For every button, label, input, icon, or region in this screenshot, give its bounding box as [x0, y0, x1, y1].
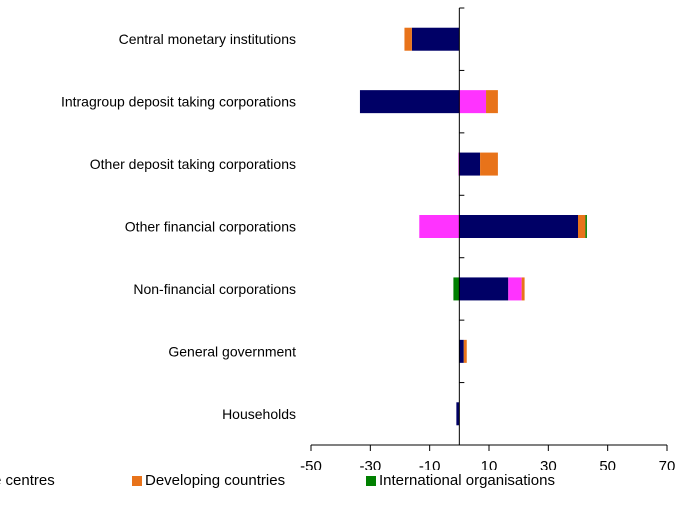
bar-segment [459, 277, 509, 301]
category-label: Other financial corporations [125, 219, 296, 235]
x-tick-label: 50 [599, 458, 616, 470]
bar-segment [459, 90, 487, 114]
legend-swatch [366, 475, 376, 486]
bar-segment [521, 277, 525, 301]
category-label: Non-financial corporations [133, 281, 296, 297]
x-tick-label: 70 [659, 458, 676, 470]
legend: re centres Developing countries Internat… [0, 472, 680, 496]
bar-segment [419, 215, 460, 238]
legend-item-developing: Developing countries [132, 472, 285, 489]
bar-segment [453, 277, 460, 301]
bar-segment [585, 215, 587, 238]
bar-segment [463, 339, 467, 363]
legend-label: re centres [0, 472, 55, 489]
bar-segment [459, 215, 578, 238]
bar-segment [508, 277, 522, 301]
legend-swatch [132, 475, 142, 486]
legend-item-offshore: re centres [0, 472, 55, 489]
bar-segment [411, 27, 460, 51]
category-label: General government [168, 343, 296, 359]
x-tick-label: 30 [540, 458, 557, 470]
category-labels: Central monetary institutions Intragroup … [61, 31, 296, 422]
x-tick-label: 10 [481, 458, 498, 470]
category-label: Intragroup deposit taking corporations [61, 94, 296, 110]
bar-segment [404, 27, 412, 51]
x-tick-label: -50 [300, 458, 322, 470]
legend-item-international: International organisations [366, 472, 555, 489]
tick-labels: -50 -30 -10 10 30 50 70 [300, 458, 675, 470]
bar-segment [456, 402, 460, 426]
bar-segment [578, 215, 586, 238]
category-label: Households [222, 406, 296, 422]
bars [359, 27, 587, 426]
bar-segment [480, 152, 498, 176]
chart: Central monetary institutions Intragroup … [61, 7, 675, 470]
category-label: Central monetary institutions [119, 31, 296, 47]
category-label: Other deposit taking corporations [90, 156, 296, 172]
x-tick-label: -10 [419, 458, 441, 470]
bar-segment [486, 90, 498, 114]
bar-segment [459, 152, 481, 176]
legend-label: Developing countries [145, 472, 286, 489]
axes [310, 7, 668, 451]
bar-segment [459, 339, 464, 363]
legend-label: International organisations [379, 472, 555, 489]
bar-segment [359, 90, 460, 114]
x-tick-label: -30 [359, 458, 381, 470]
